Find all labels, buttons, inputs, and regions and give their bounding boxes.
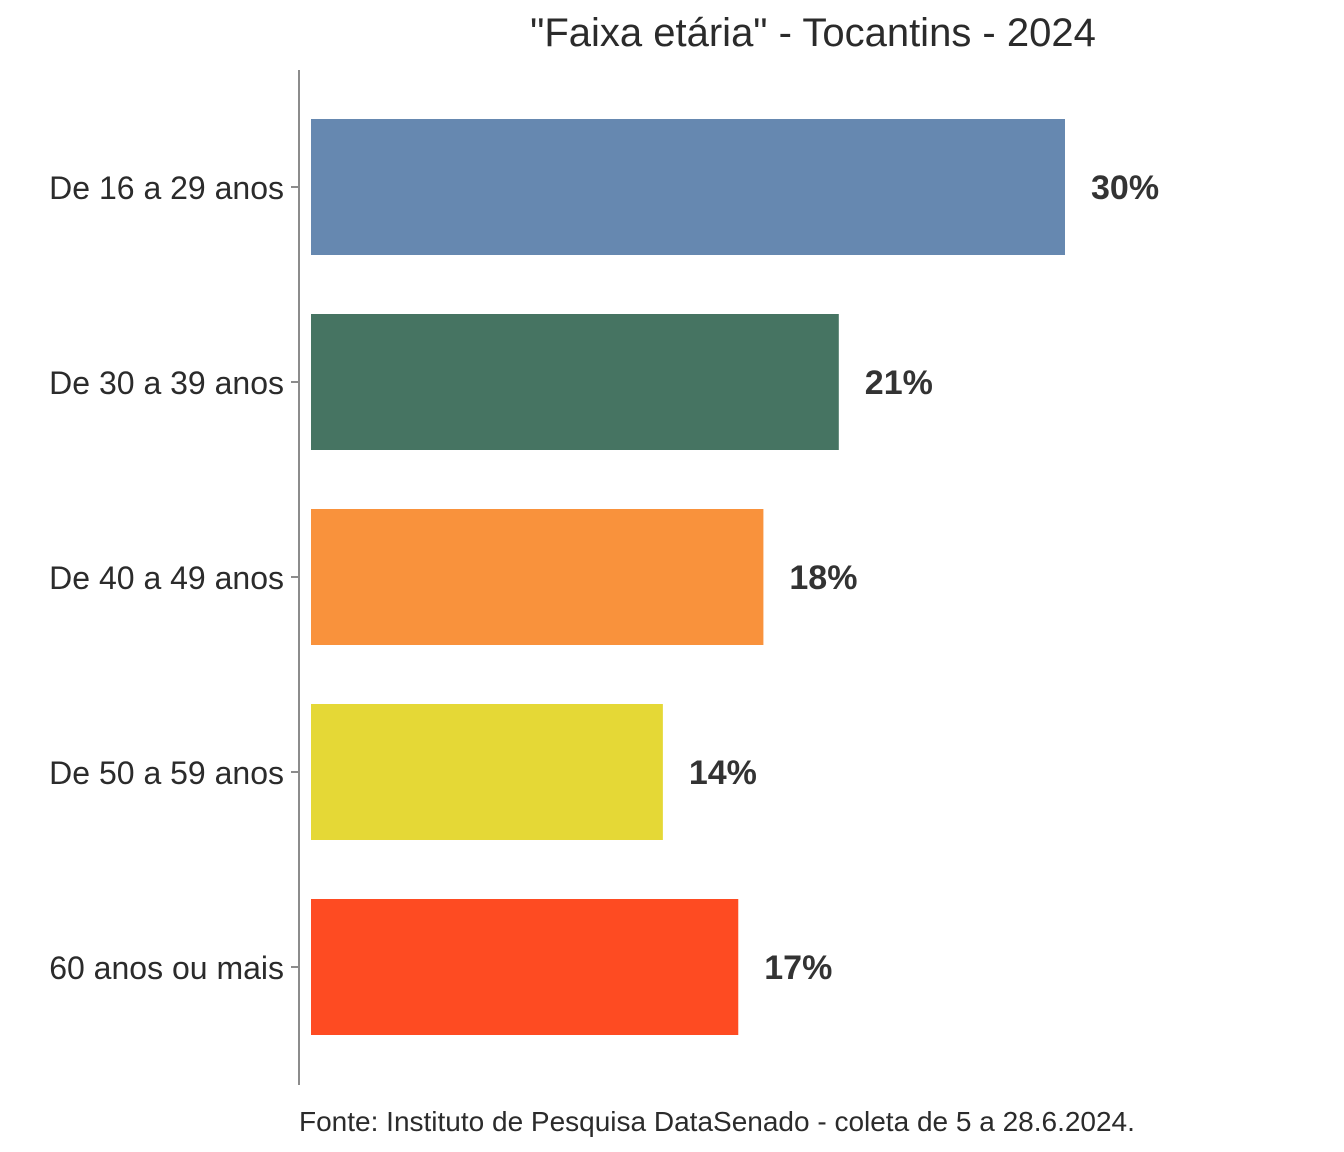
data-label-4: 17% <box>764 949 832 987</box>
bar-2 <box>311 509 764 645</box>
bars-group <box>311 119 1065 1035</box>
chart-title: "Faixa etária" - Tocantins - 2024 <box>530 11 1096 55</box>
y-tick-label-2: De 40 a 49 anos <box>49 560 284 596</box>
y-tick-label-3: De 50 a 59 anos <box>49 755 284 791</box>
data-labels: 30% 21% 18% 14% 17% <box>689 169 1159 987</box>
bar-3 <box>311 704 663 840</box>
bar-4 <box>311 899 739 1035</box>
data-label-0: 30% <box>1091 169 1159 207</box>
data-label-2: 18% <box>789 559 857 597</box>
y-tick-label-4: 60 anos ou mais <box>49 950 284 986</box>
y-tick-label-1: De 30 a 39 anos <box>49 365 284 401</box>
data-label-3: 14% <box>689 754 757 792</box>
data-label-1: 21% <box>865 364 933 402</box>
y-tick-label-0: De 16 a 29 anos <box>49 170 284 206</box>
y-tick-labels: De 16 a 29 anos De 30 a 39 anos De 40 a 49… <box>49 170 299 986</box>
chart-caption: Fonte: Instituto de Pesquisa DataSenado … <box>299 1106 1135 1137</box>
bar-1 <box>311 314 839 450</box>
bar-0 <box>311 119 1065 255</box>
